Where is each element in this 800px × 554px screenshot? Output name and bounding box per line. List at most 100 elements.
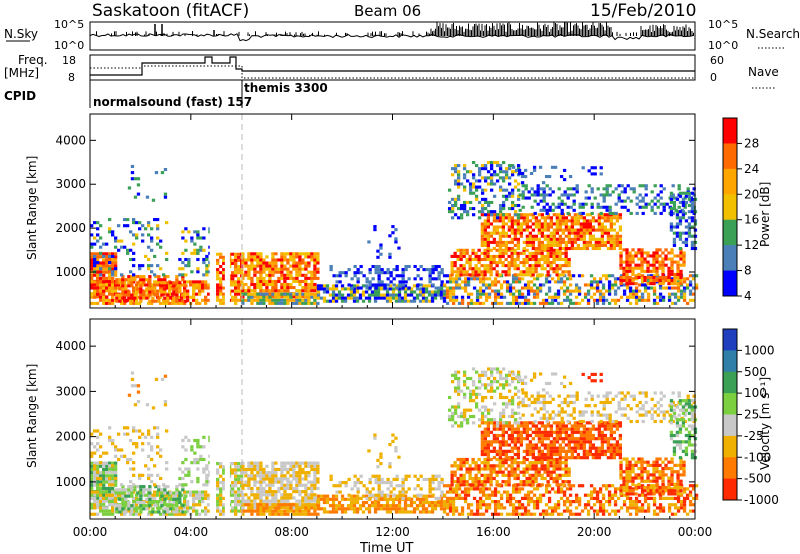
power-cell (93, 242, 97, 246)
velocity-cell (193, 457, 197, 462)
velocity-cell (439, 500, 444, 505)
power-cell (584, 196, 588, 200)
power-cell (631, 279, 635, 283)
power-cell (568, 277, 573, 281)
power-cell (474, 197, 479, 201)
power-cell (573, 231, 578, 235)
power-cell (555, 216, 560, 220)
velocity-cell (307, 464, 311, 468)
power-cell (292, 267, 296, 271)
power-cell (108, 273, 112, 277)
power-cell (628, 260, 632, 264)
power-cell (102, 261, 106, 265)
power-cell (460, 280, 465, 284)
power-cell (346, 296, 351, 300)
velocity-cell (133, 403, 138, 407)
power-cell (622, 260, 626, 264)
power-cell (585, 243, 590, 247)
power-cell (453, 213, 458, 217)
velocity-cell (433, 507, 438, 511)
power-cell (193, 242, 197, 246)
power-cell (564, 261, 568, 265)
velocity-cell (346, 504, 351, 508)
power-cell (183, 286, 187, 290)
power-cell (561, 273, 565, 277)
power-cell (596, 205, 600, 209)
power-cell (102, 292, 106, 296)
power-cell (489, 254, 493, 258)
power-cell (195, 283, 199, 287)
power-cell (481, 301, 486, 305)
velocity-cell (374, 493, 378, 497)
velocity-cell (99, 509, 103, 513)
power-cell (646, 280, 651, 284)
power-cell (313, 255, 317, 259)
power-cell (150, 270, 154, 274)
power-cell (613, 280, 618, 284)
velocity-cell (262, 467, 266, 472)
velocity-cell (90, 451, 94, 455)
velocity-cell (181, 461, 185, 465)
power-cell (508, 292, 513, 296)
power-cell (507, 213, 512, 217)
power-cell (569, 205, 573, 209)
power-cell (207, 286, 211, 290)
power-cell (364, 290, 369, 294)
power-cell (385, 287, 390, 291)
power-cell (442, 292, 447, 296)
power-cell (610, 274, 615, 278)
power-cell (498, 273, 502, 277)
power-cell (684, 231, 689, 235)
power-cell (190, 236, 194, 240)
power-cell (646, 292, 651, 296)
power-cell (292, 261, 296, 265)
power-cell (371, 264, 375, 269)
power-cell (549, 237, 554, 241)
velocity-cell (165, 467, 169, 471)
power-cell (247, 298, 251, 302)
velocity-cell (183, 490, 187, 494)
velocity-cell (262, 490, 266, 494)
power-cell (676, 260, 680, 264)
power-cell (222, 274, 226, 278)
power-cell (274, 270, 278, 274)
power-cell (522, 222, 527, 226)
velocity-cell (265, 496, 269, 500)
velocity-cell (121, 507, 125, 511)
power-cell (550, 165, 555, 169)
velocity-cell (199, 454, 203, 458)
power-cell (620, 190, 624, 194)
power-cell (219, 255, 223, 259)
power-cell (442, 299, 447, 303)
power-cell (661, 260, 665, 264)
power-cell (141, 283, 145, 287)
power-cell (96, 255, 100, 259)
power-cell (271, 270, 275, 274)
velocity-cell (247, 496, 251, 500)
power-cell (597, 243, 602, 247)
power-cell (403, 293, 408, 297)
power-cell (265, 273, 269, 277)
power-cell (127, 278, 131, 282)
power-cell (610, 286, 615, 290)
power-cell (672, 225, 677, 229)
power-cell (268, 267, 272, 271)
power-cell (262, 282, 266, 287)
power-cell (638, 199, 642, 203)
power-cell (219, 252, 223, 256)
power-cell (688, 292, 693, 296)
power-cell (253, 255, 257, 259)
power-cell (549, 222, 554, 226)
velocity-cell (222, 484, 226, 488)
velocity-cell (108, 493, 112, 497)
velocity-cell (202, 445, 206, 449)
power-cell (486, 270, 490, 274)
velocity-cell (142, 504, 146, 508)
power-cell (108, 230, 112, 234)
power-cell (304, 298, 308, 302)
power-cell (349, 290, 354, 294)
velocity-cell (304, 512, 308, 516)
power-cell (641, 211, 645, 215)
power-cell (629, 211, 633, 215)
power-cell (359, 271, 363, 275)
